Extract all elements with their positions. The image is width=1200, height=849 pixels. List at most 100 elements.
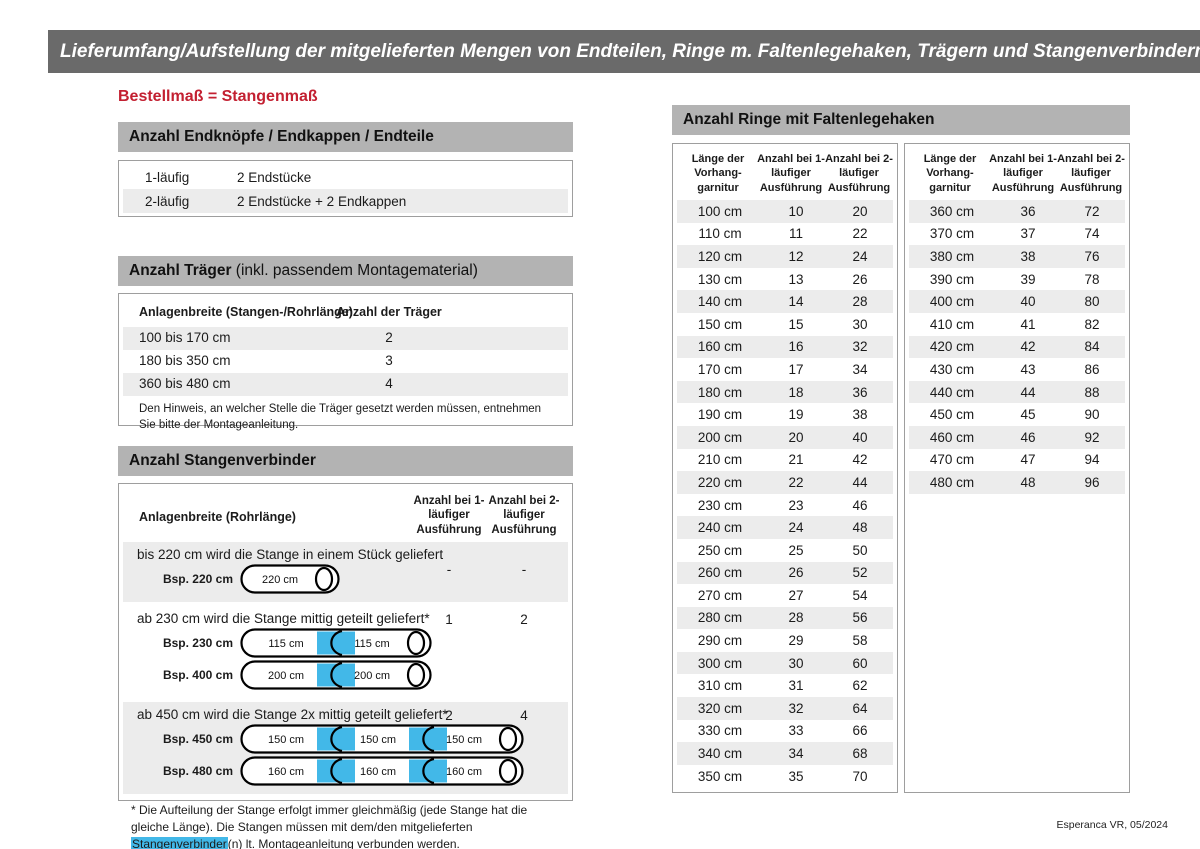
cell-ringe-2laeufig: 74	[1084, 226, 1100, 242]
rod-end-cap	[314, 566, 334, 592]
table-row: 470 cm 47 94	[909, 449, 1125, 472]
col-anzahl-2laeufig: Anzahl bei 2-läufiger Ausführung	[488, 495, 560, 536]
cell-laeufigkeit: 2-läufig	[145, 193, 190, 209]
cell-ringe-2laeufig: 90	[1084, 407, 1100, 423]
cell-anzahl-2laeufig: 4	[520, 708, 528, 723]
cell-ringe-2laeufig: 76	[1084, 248, 1100, 264]
cell-laeufigkeit: 1-läufig	[145, 169, 190, 185]
col-2laeufig: Anzahl bei 2-läufiger Ausführung	[825, 153, 893, 194]
table-row: 140 cm 14 28	[677, 290, 893, 313]
section-title-traeger: Anzahl Träger	[129, 262, 232, 279]
cell-ringe-1laeufig: 44	[1020, 384, 1036, 400]
section-title-traeger-suffix: (inkl. passendem Montagematerial)	[231, 262, 478, 279]
cell-ringe-1laeufig: 12	[788, 248, 804, 264]
cell-ringe-2laeufig: 26	[852, 271, 868, 287]
rod-example-line: Bsp. 400 cm 200 cm 200 cm	[147, 660, 568, 690]
cell-laenge: 100 cm	[697, 203, 743, 219]
cell-ringe-2laeufig: 80	[1084, 294, 1100, 310]
cell-laenge: 110 cm	[698, 226, 742, 242]
cell-ringe-2laeufig: 30	[852, 316, 868, 332]
cell-laenge: 180 cm	[697, 384, 743, 400]
rod-joint-arc	[330, 661, 343, 689]
cell-ringe-2laeufig: 34	[852, 361, 868, 377]
rod-connector	[317, 631, 355, 655]
rod-segment-length: 160 cm	[268, 766, 304, 778]
cell-ringe-2laeufig: 72	[1084, 203, 1100, 219]
table-row: 420 cm 42 84	[909, 335, 1125, 359]
rod-diagram: 200 cm 200 cm	[240, 660, 432, 690]
cell-laenge: 380 cm	[929, 248, 975, 264]
rod-example-label: Bsp. 220 cm	[162, 572, 233, 586]
cell-ringe-1laeufig: 45	[1020, 407, 1036, 423]
rod-example-label: Bsp. 450 cm	[162, 732, 233, 746]
table-traeger: Anlagenbreite (Stangen-/Rohrlänge) Anzah…	[118, 293, 573, 431]
table-row: 240 cm 24 48	[677, 516, 893, 539]
cell-ringe-2laeufig: 36	[852, 384, 868, 400]
rod-segment-length: 115 cm	[354, 638, 389, 650]
cell-ringe-1laeufig: 26	[788, 565, 804, 581]
cell-laenge: 420 cm	[929, 339, 975, 355]
table-row: 480 cm 48 96	[909, 471, 1125, 494]
table-row: 250 cm 25 50	[677, 539, 893, 562]
cell-laenge: 190 cm	[697, 407, 743, 423]
table-row: 100 cm 10 20	[677, 200, 893, 223]
page-title-bar: Lieferumfang/Aufstellung der mitgeliefer…	[48, 30, 1200, 73]
cell-laenge: 200 cm	[697, 429, 743, 445]
cell-ringe-2laeufig: 24	[852, 248, 868, 264]
col-1laeufig: Anzahl bei 1-läufiger Ausführung	[989, 153, 1057, 194]
cell-laenge: 330 cm	[697, 723, 743, 739]
table-row: 180 bis 350 cm 3	[123, 350, 568, 373]
cell-ringe-1laeufig: 18	[788, 384, 804, 400]
cell-ringe-2laeufig: 54	[852, 587, 868, 603]
table-header-row: Länge der Vorhang-garnitur Anzahl bei 1-…	[905, 144, 1129, 200]
table-row: 210 cm 21 42	[677, 449, 893, 472]
rod-segment-length: 160 cm	[446, 766, 482, 778]
rod-example-line: Bsp. 480 cm 160 cm 160 cm 160 cm	[147, 756, 568, 786]
col-laenge: Länge der Vorhang-garnitur	[691, 153, 745, 194]
rod-segment-length: 150 cm	[360, 734, 396, 746]
rod-example-label: Bsp. 230 cm	[162, 636, 233, 650]
table-body: 360 cm 36 72 370 cm 37 74 380 cm 38 76	[905, 200, 1129, 494]
rod-end-cap	[406, 630, 426, 656]
rod-joint-arc	[422, 725, 435, 753]
cell-ringe-2laeufig: 48	[852, 520, 868, 536]
table-row: 400 cm 40 80	[909, 290, 1125, 313]
table-row: 290 cm 29 58	[677, 629, 893, 652]
table-row: 100 bis 170 cm 2	[123, 327, 568, 350]
table-row: 370 cm 37 74	[909, 223, 1125, 246]
table-verbinder: Anlagenbreite (Rohrlänge) Anzahl bei 1-l…	[118, 483, 573, 849]
rod-example-label: Bsp. 480 cm	[162, 764, 233, 778]
cell-ringe-1laeufig: 32	[788, 700, 804, 716]
cell-laenge: 390 cm	[929, 271, 975, 287]
verbinder-footnote: * Die Aufteilung der Stange erfolgt imme…	[131, 802, 560, 849]
cell-ringe-2laeufig: 44	[852, 474, 868, 490]
table-body: 100 cm 10 20 110 cm 11 22 120 cm 12 24	[673, 200, 897, 787]
table-row: 160 cm 16 32	[677, 335, 893, 359]
cell-ringe-1laeufig: 43	[1020, 361, 1036, 377]
table-row: 330 cm 33 66	[677, 720, 893, 743]
cell-ringe-2laeufig: 22	[852, 226, 868, 242]
section-bar-endteile: Anzahl Endknöpfe / Endkappen / Endteile	[118, 122, 573, 152]
cell-ringe-2laeufig: 42	[852, 452, 868, 468]
table-row: 410 cm 41 82	[909, 313, 1125, 336]
cell-ringe-2laeufig: 96	[1084, 474, 1100, 490]
cell-laenge: 360 cm	[929, 203, 975, 219]
cell-ringe-1laeufig: 13	[788, 271, 804, 287]
table-row: 360 bis 480 cm 4	[123, 373, 568, 396]
cell-laenge: 210 cm	[697, 452, 743, 468]
table-body: 100 bis 170 cm 2 180 bis 350 cm 3 360 bi…	[119, 327, 572, 396]
cell-ringe-1laeufig: 14	[788, 294, 804, 310]
table-row: 360 cm 36 72	[909, 200, 1125, 223]
table-row: 260 cm 26 52	[677, 561, 893, 585]
table-row: 180 cm 18 36	[677, 380, 893, 404]
cell-laenge: 230 cm	[697, 497, 743, 513]
footnote-text: * Die Aufteilung der Stange erfolgt imme…	[131, 803, 528, 834]
cell-ringe-2laeufig: 94	[1084, 452, 1100, 468]
cell-ringe-2laeufig: 40	[852, 429, 868, 445]
table-row: 430 cm 43 86	[909, 358, 1125, 381]
section-bar-ringe: Anzahl Ringe mit Faltenlegehaken	[672, 105, 1130, 135]
rod-segment-length: 150 cm	[268, 734, 304, 746]
cell-ringe-1laeufig: 41	[1020, 316, 1036, 332]
rod-connector	[317, 727, 355, 751]
